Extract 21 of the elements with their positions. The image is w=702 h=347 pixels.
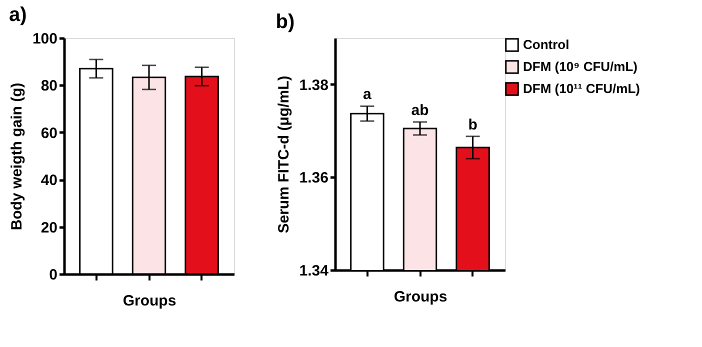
y-tick-label: 1.36 — [299, 170, 328, 187]
y-tick-label: 60 — [40, 124, 58, 142]
y-axis-title: Body weigth gain (g) — [8, 82, 26, 230]
chart-title: b) — [276, 11, 295, 33]
y-tick-label: 40 — [40, 172, 58, 190]
annotation: ab — [411, 102, 429, 119]
y-axis-title: Serum FITC-d (μg/mL) — [275, 76, 292, 234]
legend-label: Control — [523, 37, 570, 52]
y-tick-label: 100 — [32, 30, 58, 48]
annotation: b — [468, 116, 478, 134]
x-axis-title: Groups — [122, 292, 176, 310]
annotation: a — [363, 86, 372, 104]
y-tick-label: 1.38 — [299, 76, 328, 94]
y-tick-label: 80 — [40, 78, 58, 95]
legend-label: DFM (10¹¹ CFU/mL) — [523, 81, 640, 96]
x-axis-title: Groups — [394, 288, 448, 306]
chart-title: a) — [8, 4, 27, 26]
legend-label: DFM (10⁹ CFU/mL) — [523, 59, 638, 74]
y-tick-label: 20 — [40, 219, 58, 236]
y-tick-label: 1.34 — [299, 262, 330, 280]
y-tick-label: 0 — [49, 266, 58, 284]
